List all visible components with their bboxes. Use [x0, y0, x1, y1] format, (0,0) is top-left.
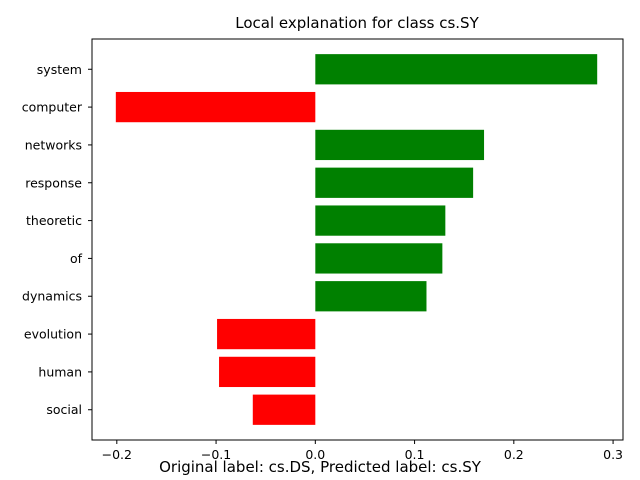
bars-group [115, 54, 598, 425]
bar-response [315, 167, 474, 198]
chart-title: Local explanation for class cs.SY [235, 14, 479, 32]
bar-theoretic [315, 205, 446, 236]
bar-evolution [217, 318, 316, 350]
y-tick-label: computer [22, 100, 83, 115]
x-tick-label: −0.2 [102, 447, 132, 462]
x-tick-label: 0.0 [305, 447, 325, 462]
bar-of [315, 243, 443, 274]
x-tick-label: 0.2 [504, 447, 524, 462]
bar-computer [115, 91, 316, 123]
y-tick-label: of [70, 251, 83, 266]
y-tick-label: social [46, 402, 82, 417]
y-tick-label: evolution [24, 327, 82, 342]
bar-dynamics [315, 281, 427, 312]
x-tick-label: 0.1 [405, 447, 425, 462]
y-tick-label: theoretic [26, 213, 82, 228]
y-tick-label: human [38, 364, 82, 379]
bar-human [219, 356, 316, 388]
y-tick-labels: system computer networks response theoretic o… [22, 62, 92, 417]
plot-frame [91, 38, 624, 441]
x-tick-label: 0.3 [603, 447, 623, 462]
x-ticks: −0.2 −0.1 0.0 0.1 0.2 0.3 [102, 440, 623, 462]
bar-system [315, 54, 598, 85]
x-tick-label: −0.1 [201, 447, 231, 462]
bar-networks [315, 129, 485, 161]
caption: Original label: cs.DS, Predicted label: … [159, 458, 481, 476]
y-tick-label: system [37, 62, 82, 77]
y-tick-label: response [25, 175, 82, 190]
y-tick-label: dynamics [22, 289, 82, 304]
bar-social [252, 394, 316, 425]
y-tick-label: networks [25, 137, 82, 152]
